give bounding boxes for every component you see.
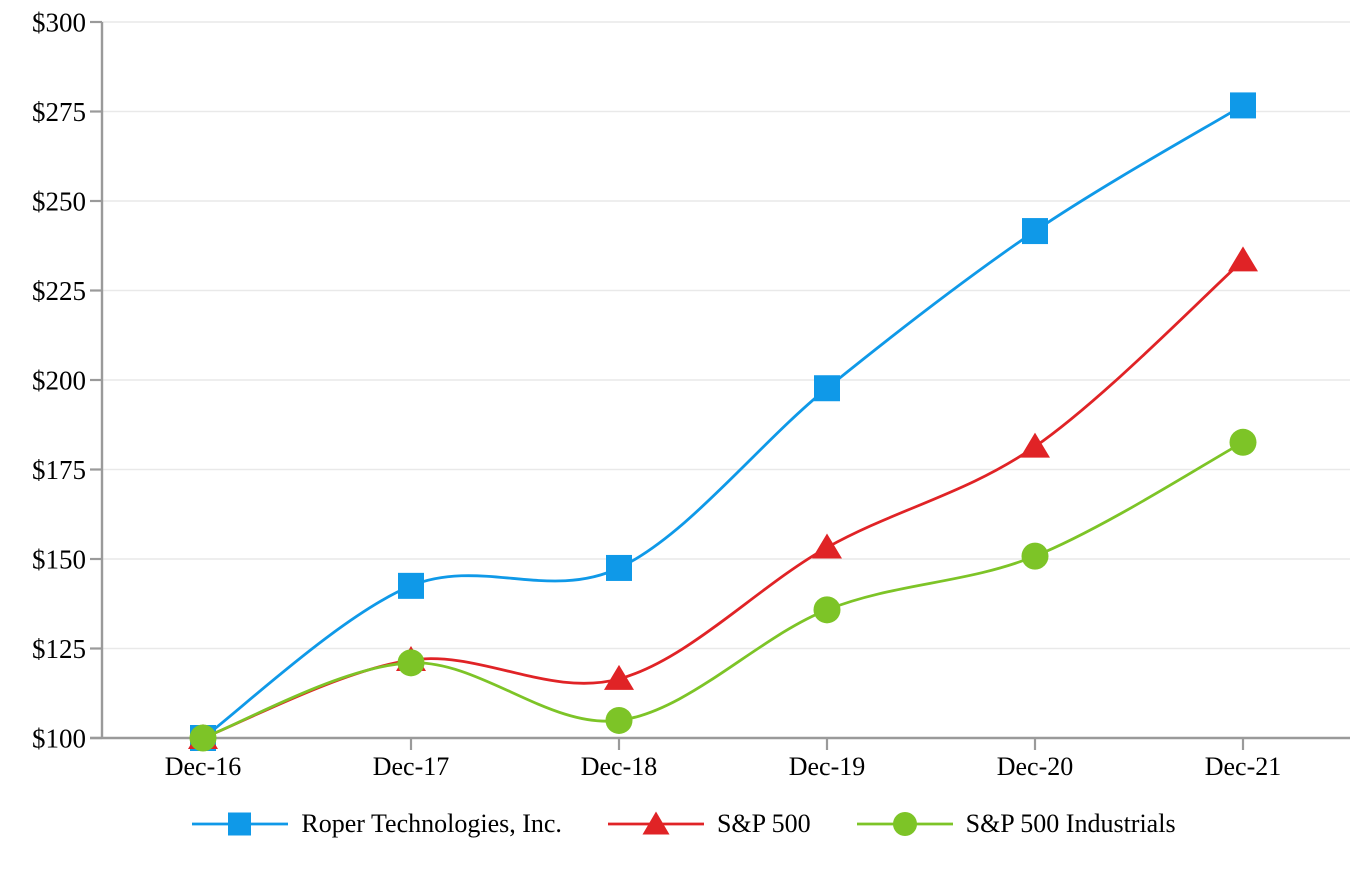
series-line-1 bbox=[201, 259, 1245, 740]
data-point-marker-circle bbox=[1021, 542, 1049, 570]
series-line-2 bbox=[201, 440, 1245, 740]
x-axis-tick-label: Dec-17 bbox=[373, 752, 450, 781]
legend-marker-square-icon bbox=[192, 812, 289, 836]
data-point-marker-square bbox=[814, 375, 840, 402]
x-axis-tick-label: Dec-19 bbox=[789, 752, 866, 781]
legend-item-roper: Roper Technologies, Inc. bbox=[192, 808, 562, 840]
data-point-marker-square bbox=[1022, 218, 1048, 245]
x-axis-tick-label: Dec-16 bbox=[165, 752, 242, 781]
data-point-marker-circle bbox=[813, 596, 841, 624]
data-point-marker-triangle bbox=[1020, 432, 1050, 458]
y-axis-tick-label: $200 bbox=[32, 366, 86, 396]
data-point-marker-circle bbox=[1229, 428, 1257, 456]
plot-area: $300 $275 $250 $225 $200 $175 $150 $125 $100 Dec-… bbox=[32, 8, 1350, 781]
y-axis-tick-label: $125 bbox=[32, 634, 86, 664]
y-axis-tick-label: $250 bbox=[32, 187, 86, 217]
data-point-marker-triangle bbox=[1228, 246, 1258, 272]
legend-label-roper: Roper Technologies, Inc. bbox=[301, 809, 562, 838]
y-axis-tick-label: $300 bbox=[32, 8, 86, 38]
data-point-marker-circle bbox=[189, 724, 217, 752]
data-point-marker-square bbox=[606, 554, 632, 581]
legend-marker-triangle-icon bbox=[607, 811, 704, 835]
legend-label-sp500: S&P 500 bbox=[716, 809, 811, 838]
data-point-marker-circle bbox=[605, 706, 633, 734]
x-axis-tick-label: Dec-18 bbox=[581, 752, 658, 781]
data-point-marker-triangle bbox=[604, 664, 634, 690]
chart-legend: Roper Technologies, Inc. S&P 500 S&P 500… bbox=[0, 808, 1368, 840]
data-point-marker-circle bbox=[397, 649, 425, 677]
data-point-marker-square bbox=[1230, 92, 1256, 119]
x-axis-tick-label: Dec-20 bbox=[997, 752, 1074, 781]
y-axis-tick-label: $175 bbox=[32, 455, 86, 485]
x-axis-tick-label: Dec-21 bbox=[1205, 752, 1282, 781]
legend-item-sp500-industrials: S&P 500 Industrials bbox=[856, 808, 1176, 840]
legend-label-sp500-industrials: S&P 500 Industrials bbox=[965, 809, 1176, 838]
legend-item-sp500: S&P 500 bbox=[607, 808, 811, 840]
legend-marker-circle-icon bbox=[856, 812, 953, 836]
data-point-marker-square bbox=[398, 572, 424, 599]
data-point-marker-triangle bbox=[812, 533, 842, 559]
y-axis-tick-label: $275 bbox=[32, 97, 86, 127]
series-line-0 bbox=[201, 104, 1245, 740]
y-axis-tick-label: $225 bbox=[32, 276, 86, 306]
y-axis-tick-label: $100 bbox=[32, 724, 86, 754]
y-axis-tick-label: $150 bbox=[32, 545, 86, 575]
